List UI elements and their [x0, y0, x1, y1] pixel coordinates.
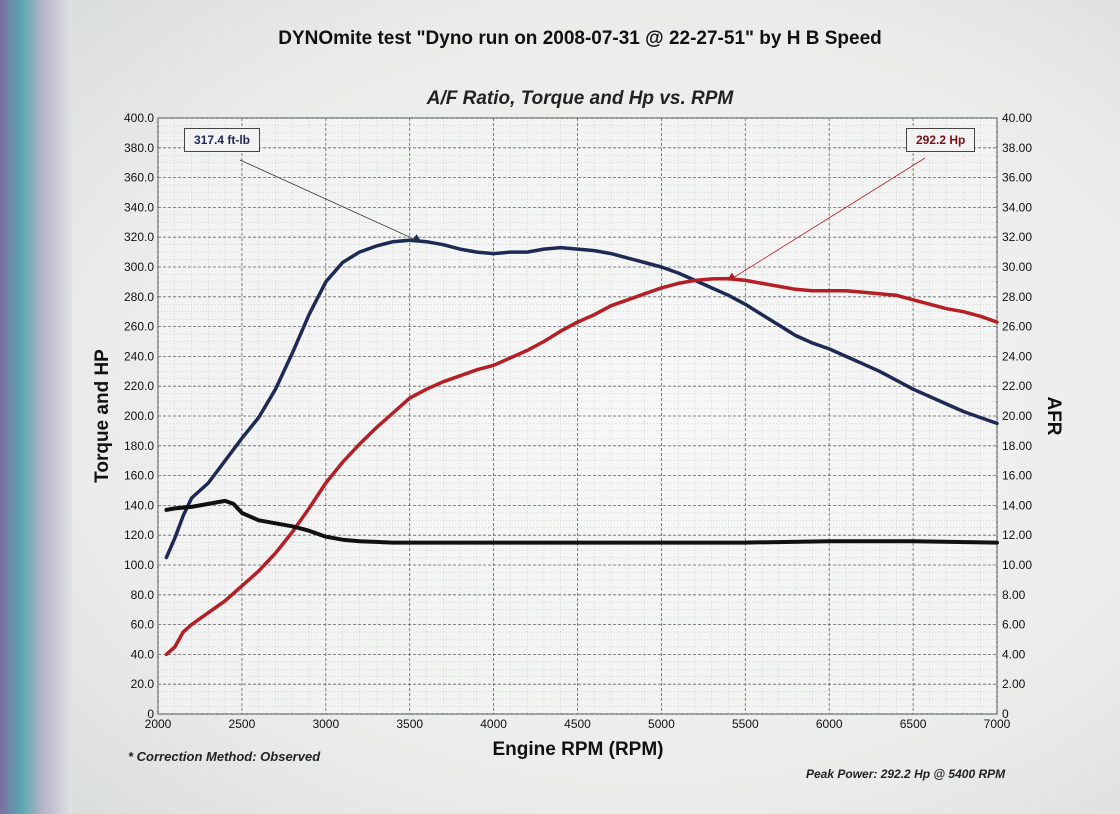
- scan-edge-strip: [0, 0, 72, 814]
- y-tick-label: 220.0: [124, 379, 154, 393]
- hp-callout-leader: [731, 157, 926, 279]
- y2-tick-label: 2.00: [1002, 677, 1026, 691]
- y-tick-label: 80.0: [131, 588, 155, 602]
- y2-tick-label: 10.00: [1002, 558, 1032, 572]
- y-tick-label: 0: [147, 707, 154, 721]
- x-axis-title: Engine RPM (RPM): [493, 739, 664, 760]
- x-tick-label: 7000: [984, 717, 1011, 731]
- callout-lines: [239, 157, 926, 281]
- x-tick-label: 2500: [229, 717, 256, 731]
- y-tick-label: 280.0: [124, 290, 154, 304]
- y2-tick-label: 12.00: [1002, 528, 1032, 542]
- y-tick-label: 20.0: [131, 677, 155, 691]
- x-tick-label: 6500: [900, 717, 927, 731]
- y2-tick-label: 28.00: [1002, 290, 1032, 304]
- x-tick-label: 4000: [480, 717, 507, 731]
- correction-method-note: * Correction Method: Observed: [128, 749, 321, 764]
- y-tick-label: 160.0: [124, 469, 154, 483]
- axis-layer: 2000 2500 3000 3500 4000 4500 5000 5500 6000 6500…: [124, 111, 1032, 731]
- y-tick-label: 340.0: [124, 200, 154, 214]
- y2-tick-label: 0: [1002, 707, 1009, 721]
- torque-callout-leader: [239, 159, 417, 241]
- afr-series-line: [164, 498, 999, 545]
- y2-tick-label: 18.00: [1002, 439, 1032, 453]
- y2-tick-label: 16.00: [1002, 469, 1032, 483]
- y-tick-label: 100.0: [124, 558, 154, 572]
- y2-tick-label: 4.00: [1002, 647, 1026, 661]
- y2-tick-label: 20.00: [1002, 409, 1032, 423]
- y2-axis-title: AFR: [1043, 396, 1064, 435]
- y-tick-label: 140.0: [124, 498, 154, 512]
- y2-tick-label: 32.00: [1002, 230, 1032, 244]
- y-tick-label: 120.0: [124, 528, 154, 542]
- chart-subtitle: A/F Ratio, Torque and Hp vs. RPM: [426, 88, 734, 109]
- y-tick-label: 260.0: [124, 320, 154, 334]
- peak-power-note: Peak Power: 292.2 Hp @ 5400 RPM: [806, 767, 1006, 781]
- y2-tick-label: 34.00: [1002, 200, 1032, 214]
- y2-tick-label: 6.00: [1002, 618, 1026, 632]
- y-tick-label: 200.0: [124, 409, 154, 423]
- x-tick-label: 2000: [145, 717, 172, 731]
- y2-tick-label: 36.00: [1002, 171, 1032, 185]
- hp-series-line: [164, 276, 999, 657]
- torque-peak-marker: [411, 234, 422, 243]
- x-tick-label: 4500: [564, 717, 591, 731]
- page-title: DYNOmite test "Dyno run on 2008-07-31 @ …: [278, 28, 882, 49]
- y2-tick-label: 40.00: [1002, 111, 1032, 125]
- hp-peak-marker: [726, 272, 737, 281]
- y-tick-label: 320.0: [124, 230, 154, 244]
- series-layer: [164, 238, 999, 657]
- y-tick-label: 300.0: [124, 260, 154, 274]
- y2-tick-label: 26.00: [1002, 320, 1032, 334]
- y2-tick-label: 22.00: [1002, 379, 1032, 393]
- y-tick-label: 180.0: [124, 439, 154, 453]
- torque-series-line: [164, 238, 999, 560]
- y2-tick-label: 38.00: [1002, 141, 1032, 155]
- hp-peak-callout: 292.2 Hp: [906, 128, 976, 152]
- x-tick-label: 6000: [816, 717, 843, 731]
- y2-tick-label: 14.00: [1002, 498, 1032, 512]
- x-tick-label: 3000: [312, 717, 339, 731]
- y-tick-label: 360.0: [124, 171, 154, 185]
- y2-tick-label: 24.00: [1002, 349, 1032, 363]
- torque-peak-callout: 317.4 ft-lb: [184, 128, 261, 152]
- y-tick-label: 240.0: [124, 349, 154, 363]
- y2-tick-label: 8.00: [1002, 588, 1026, 602]
- y-tick-label: 40.0: [131, 647, 155, 661]
- y2-tick-label: 30.00: [1002, 260, 1032, 274]
- x-tick-label: 5500: [732, 717, 759, 731]
- y-axis-title: Torque and HP: [92, 349, 113, 483]
- y-tick-label: 380.0: [124, 141, 154, 155]
- y-tick-label: 400.0: [124, 111, 154, 125]
- x-tick-label: 3500: [396, 717, 423, 731]
- y-tick-label: 60.0: [131, 618, 155, 632]
- x-tick-label: 5000: [648, 717, 675, 731]
